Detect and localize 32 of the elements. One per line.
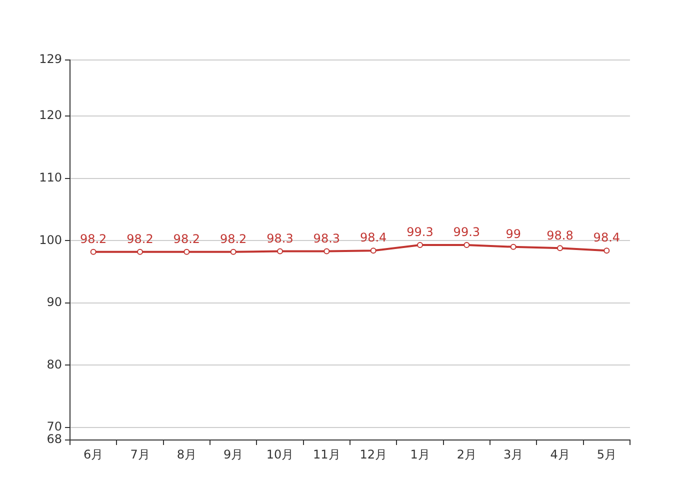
y-tick-label: 129 [39,52,62,66]
x-tick-label: 1月 [410,447,430,462]
data-label: 98.4 [360,230,387,245]
data-label: 98.2 [173,232,200,246]
data-label: 99 [506,227,521,242]
data-label: 98.2 [126,232,154,246]
data-label: 98.4 [593,230,620,245]
y-tick-label: 70 [46,420,62,434]
data-label: 98.8 [546,228,574,242]
y-tick-label: 68 [46,432,62,446]
data-label: 98.2 [80,232,107,246]
y-tick-label: 100 [39,232,62,247]
data-label: 98.3 [266,231,294,246]
data-label: 98.2 [220,232,247,246]
x-tick-label: 7月 [130,447,150,462]
x-tick-label: 11月 [313,447,340,462]
x-tick-label: 5月 [596,447,616,462]
x-tick-label: 2月 [456,447,476,462]
data-label: 98.3 [313,231,340,246]
y-tick-label: 80 [46,357,62,372]
x-tick-label: 6月 [84,447,104,462]
y-tick-label: 120 [39,108,62,122]
x-tick-label: 4月 [550,447,570,462]
x-tick-label: 3月 [504,447,524,462]
data-label: 99.3 [406,225,434,240]
data-label: 99.3 [453,225,480,240]
x-tick-label: 12月 [360,447,387,462]
y-tick-label: 110 [39,170,62,184]
x-tick-label: 8月 [176,447,196,462]
y-tick-label: 90 [46,295,62,310]
x-tick-label: 10月 [266,447,294,462]
x-tick-label: 9月 [224,447,244,462]
